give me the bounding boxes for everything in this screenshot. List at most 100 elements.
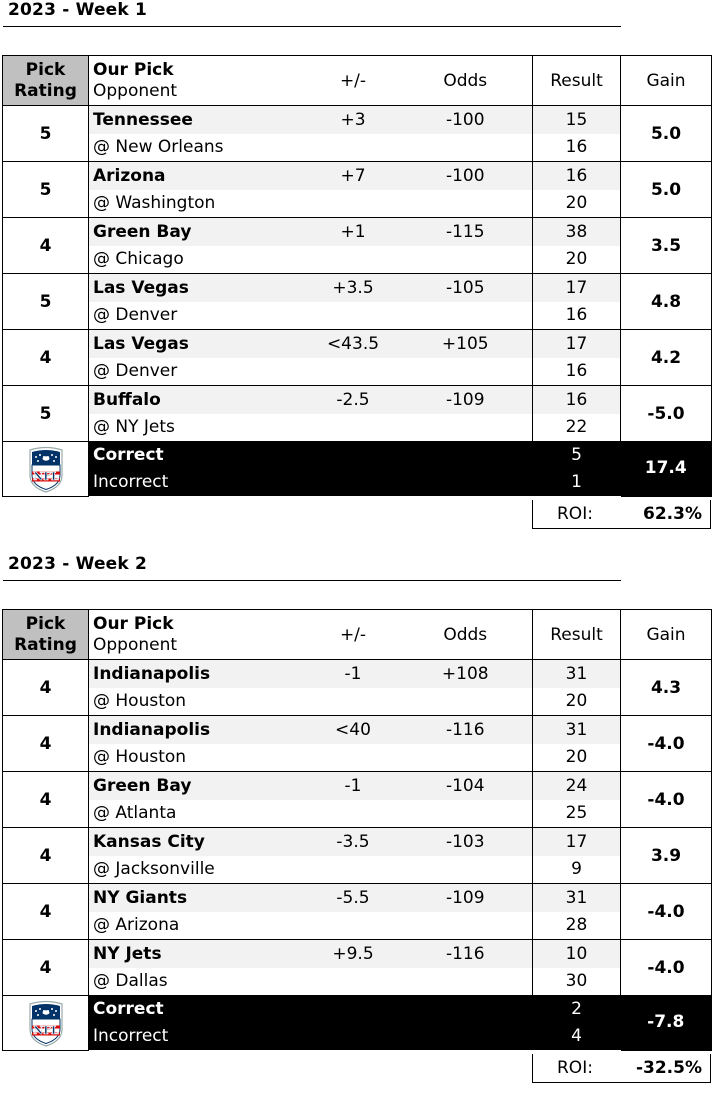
pick-opponent: @ Washington — [88, 190, 308, 218]
pick-gain: 4.3 — [620, 659, 712, 716]
pick-spread: -1 — [307, 659, 399, 688]
nfl-shield-icon: NFL — [28, 1000, 63, 1047]
pick-rating: 4 — [2, 939, 89, 996]
total-gain: 17.4 — [620, 441, 712, 497]
opponent-row: @ Chicago 20 — [3, 246, 712, 274]
header-odds: Odds — [398, 55, 533, 106]
pick-rating: 4 — [2, 715, 89, 772]
odds-blank — [398, 414, 533, 442]
pick-opponent: @ Arizona — [88, 912, 308, 940]
pick-spread: -2.5 — [307, 385, 399, 414]
pick-score-opponent: 22 — [532, 414, 621, 442]
opponent-row: @ Jacksonville 9 — [3, 856, 712, 884]
roi-label: ROI: — [557, 1058, 593, 1078]
header-pick-rating: Pick Rating — [2, 55, 89, 106]
incorrect-count: 1 — [532, 469, 621, 496]
pick-row: 4 Green Bay +1 -115 38 3.5 — [2, 217, 712, 274]
header-gain: Gain — [620, 55, 712, 106]
pick-opponent: @ New Orleans — [88, 134, 308, 162]
picks-table: Pick Rating Our Pick Opponent +/- Odds R… — [2, 55, 712, 497]
pick-odds: -116 — [398, 715, 533, 744]
pick-team: Indianapolis — [88, 659, 308, 688]
pick-rating: 5 — [2, 385, 89, 442]
opponent-row: @ Atlanta 25 — [3, 800, 712, 828]
pick-team: Indianapolis — [88, 715, 308, 744]
pick-opponent: @ Jacksonville — [88, 856, 308, 884]
correct-label: Correct — [88, 995, 308, 1023]
pick-odds: -104 — [398, 771, 533, 800]
spread-blank — [307, 246, 399, 274]
pick-team: Green Bay — [88, 217, 308, 246]
opponent-row: @ Denver 16 — [3, 302, 712, 330]
spread-blank — [307, 358, 399, 386]
pick-score-opponent: 25 — [532, 800, 621, 828]
odds-blank — [398, 246, 533, 274]
pick-gain: 5.0 — [620, 161, 712, 218]
pick-team: Las Vegas — [88, 273, 308, 302]
header-result: Result — [532, 55, 621, 106]
header-gain: Gain — [620, 609, 712, 660]
pick-team: Las Vegas — [88, 329, 308, 358]
pick-team: Arizona — [88, 161, 308, 190]
pick-rating: 4 — [2, 217, 89, 274]
summary-blank — [307, 441, 399, 469]
odds-blank — [398, 688, 533, 716]
pick-score-opponent: 28 — [532, 912, 621, 940]
pick-row: 4 NY Jets +9.5 -116 10 -4.0 — [2, 939, 712, 996]
opponent-row: @ Houston 20 — [3, 688, 712, 716]
summary-blank — [398, 995, 533, 1023]
pick-rating: 4 — [2, 659, 89, 716]
pick-spread: <43.5 — [307, 329, 399, 358]
spread-blank — [307, 134, 399, 162]
pick-rating: 5 — [2, 105, 89, 162]
pick-score-team: 17 — [532, 329, 621, 358]
pick-score-team: 16 — [532, 161, 621, 190]
header-rating-line2: Rating — [14, 80, 77, 101]
pick-team: Green Bay — [88, 771, 308, 800]
summary-incorrect-row: Incorrect 1 — [3, 469, 712, 496]
pick-opponent: @ Houston — [88, 688, 308, 716]
week-title: 2023 - Week 2 — [8, 554, 148, 574]
pick-opponent: @ Houston — [88, 744, 308, 772]
pick-odds: -100 — [398, 105, 533, 134]
spread-blank — [307, 800, 399, 828]
odds-blank — [398, 968, 533, 996]
pick-rating: 5 — [2, 273, 89, 330]
pick-row: 4 Green Bay -1 -104 24 -4.0 — [2, 771, 712, 828]
roi-label: ROI: — [557, 504, 593, 524]
pick-team: NY Giants — [88, 883, 308, 912]
pick-score-opponent: 20 — [532, 688, 621, 716]
pick-opponent: @ Denver — [88, 358, 308, 386]
pick-gain: 4.2 — [620, 329, 712, 386]
pick-score-opponent: 20 — [532, 246, 621, 274]
nfl-logo: NFL — [2, 441, 89, 497]
header-spread: +/- — [307, 609, 399, 660]
header-spread: +/- — [307, 55, 399, 106]
pick-odds: -115 — [398, 217, 533, 246]
pick-team: Buffalo — [88, 385, 308, 414]
spread-blank — [307, 688, 399, 716]
pick-row: 5 Buffalo -2.5 -109 16 -5.0 — [2, 385, 712, 442]
pick-row: 4 Indianapolis <40 -116 31 -4.0 — [2, 715, 712, 772]
summary-blank — [307, 995, 399, 1023]
header-pick-line1: Our Pick — [93, 59, 174, 80]
pick-row: 4 Kansas City -3.5 -103 17 3.9 — [2, 827, 712, 884]
spread-blank — [307, 744, 399, 772]
pick-score-opponent: 16 — [532, 134, 621, 162]
pick-gain: 3.5 — [620, 217, 712, 274]
header-row: Pick Rating Our Pick Opponent +/- Odds R… — [2, 609, 712, 660]
header-pick-line2: Opponent — [93, 634, 178, 655]
pick-score-opponent: 16 — [532, 358, 621, 386]
header-our-pick: Our Pick Opponent — [88, 609, 308, 660]
pick-odds: +108 — [398, 659, 533, 688]
pick-opponent: @ NY Jets — [88, 414, 308, 442]
pick-gain: -4.0 — [620, 771, 712, 828]
pick-odds: +105 — [398, 329, 533, 358]
pick-score-team: 31 — [532, 715, 621, 744]
pick-row: 5 Las Vegas +3.5 -105 17 4.8 — [2, 273, 712, 330]
pick-rating: 4 — [2, 827, 89, 884]
summary-blank — [398, 1023, 533, 1050]
summary-incorrect-row: Incorrect 4 — [3, 1023, 712, 1050]
summary-blank — [307, 469, 399, 496]
picks-table: Pick Rating Our Pick Opponent +/- Odds R… — [2, 609, 712, 1051]
